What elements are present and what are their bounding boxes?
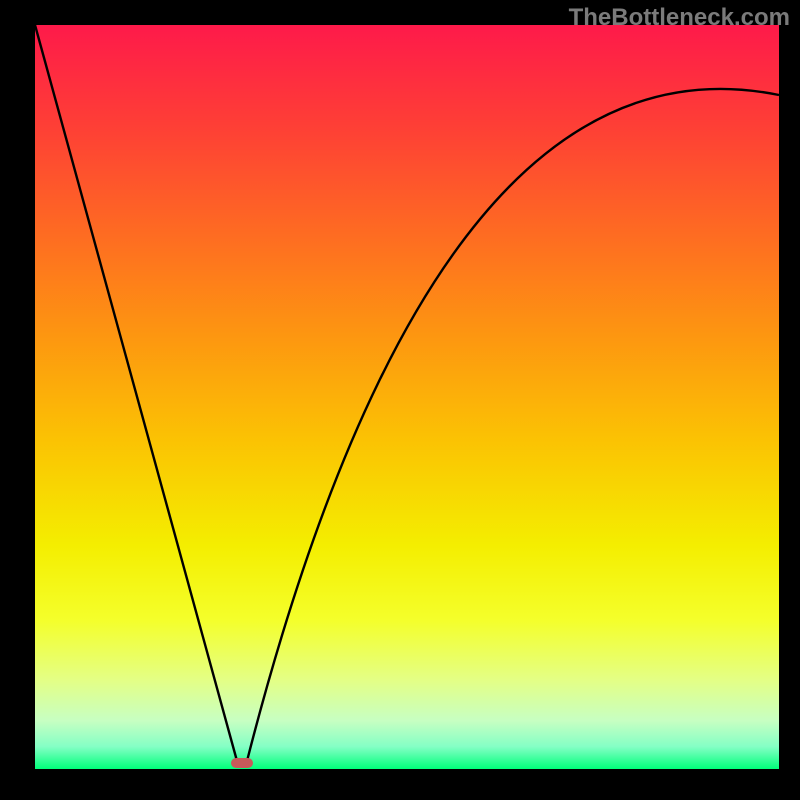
optimal-marker [231,758,253,768]
watermark-text: TheBottleneck.com [569,4,790,32]
plot-background [35,25,779,769]
bottleneck-chart [0,0,800,800]
